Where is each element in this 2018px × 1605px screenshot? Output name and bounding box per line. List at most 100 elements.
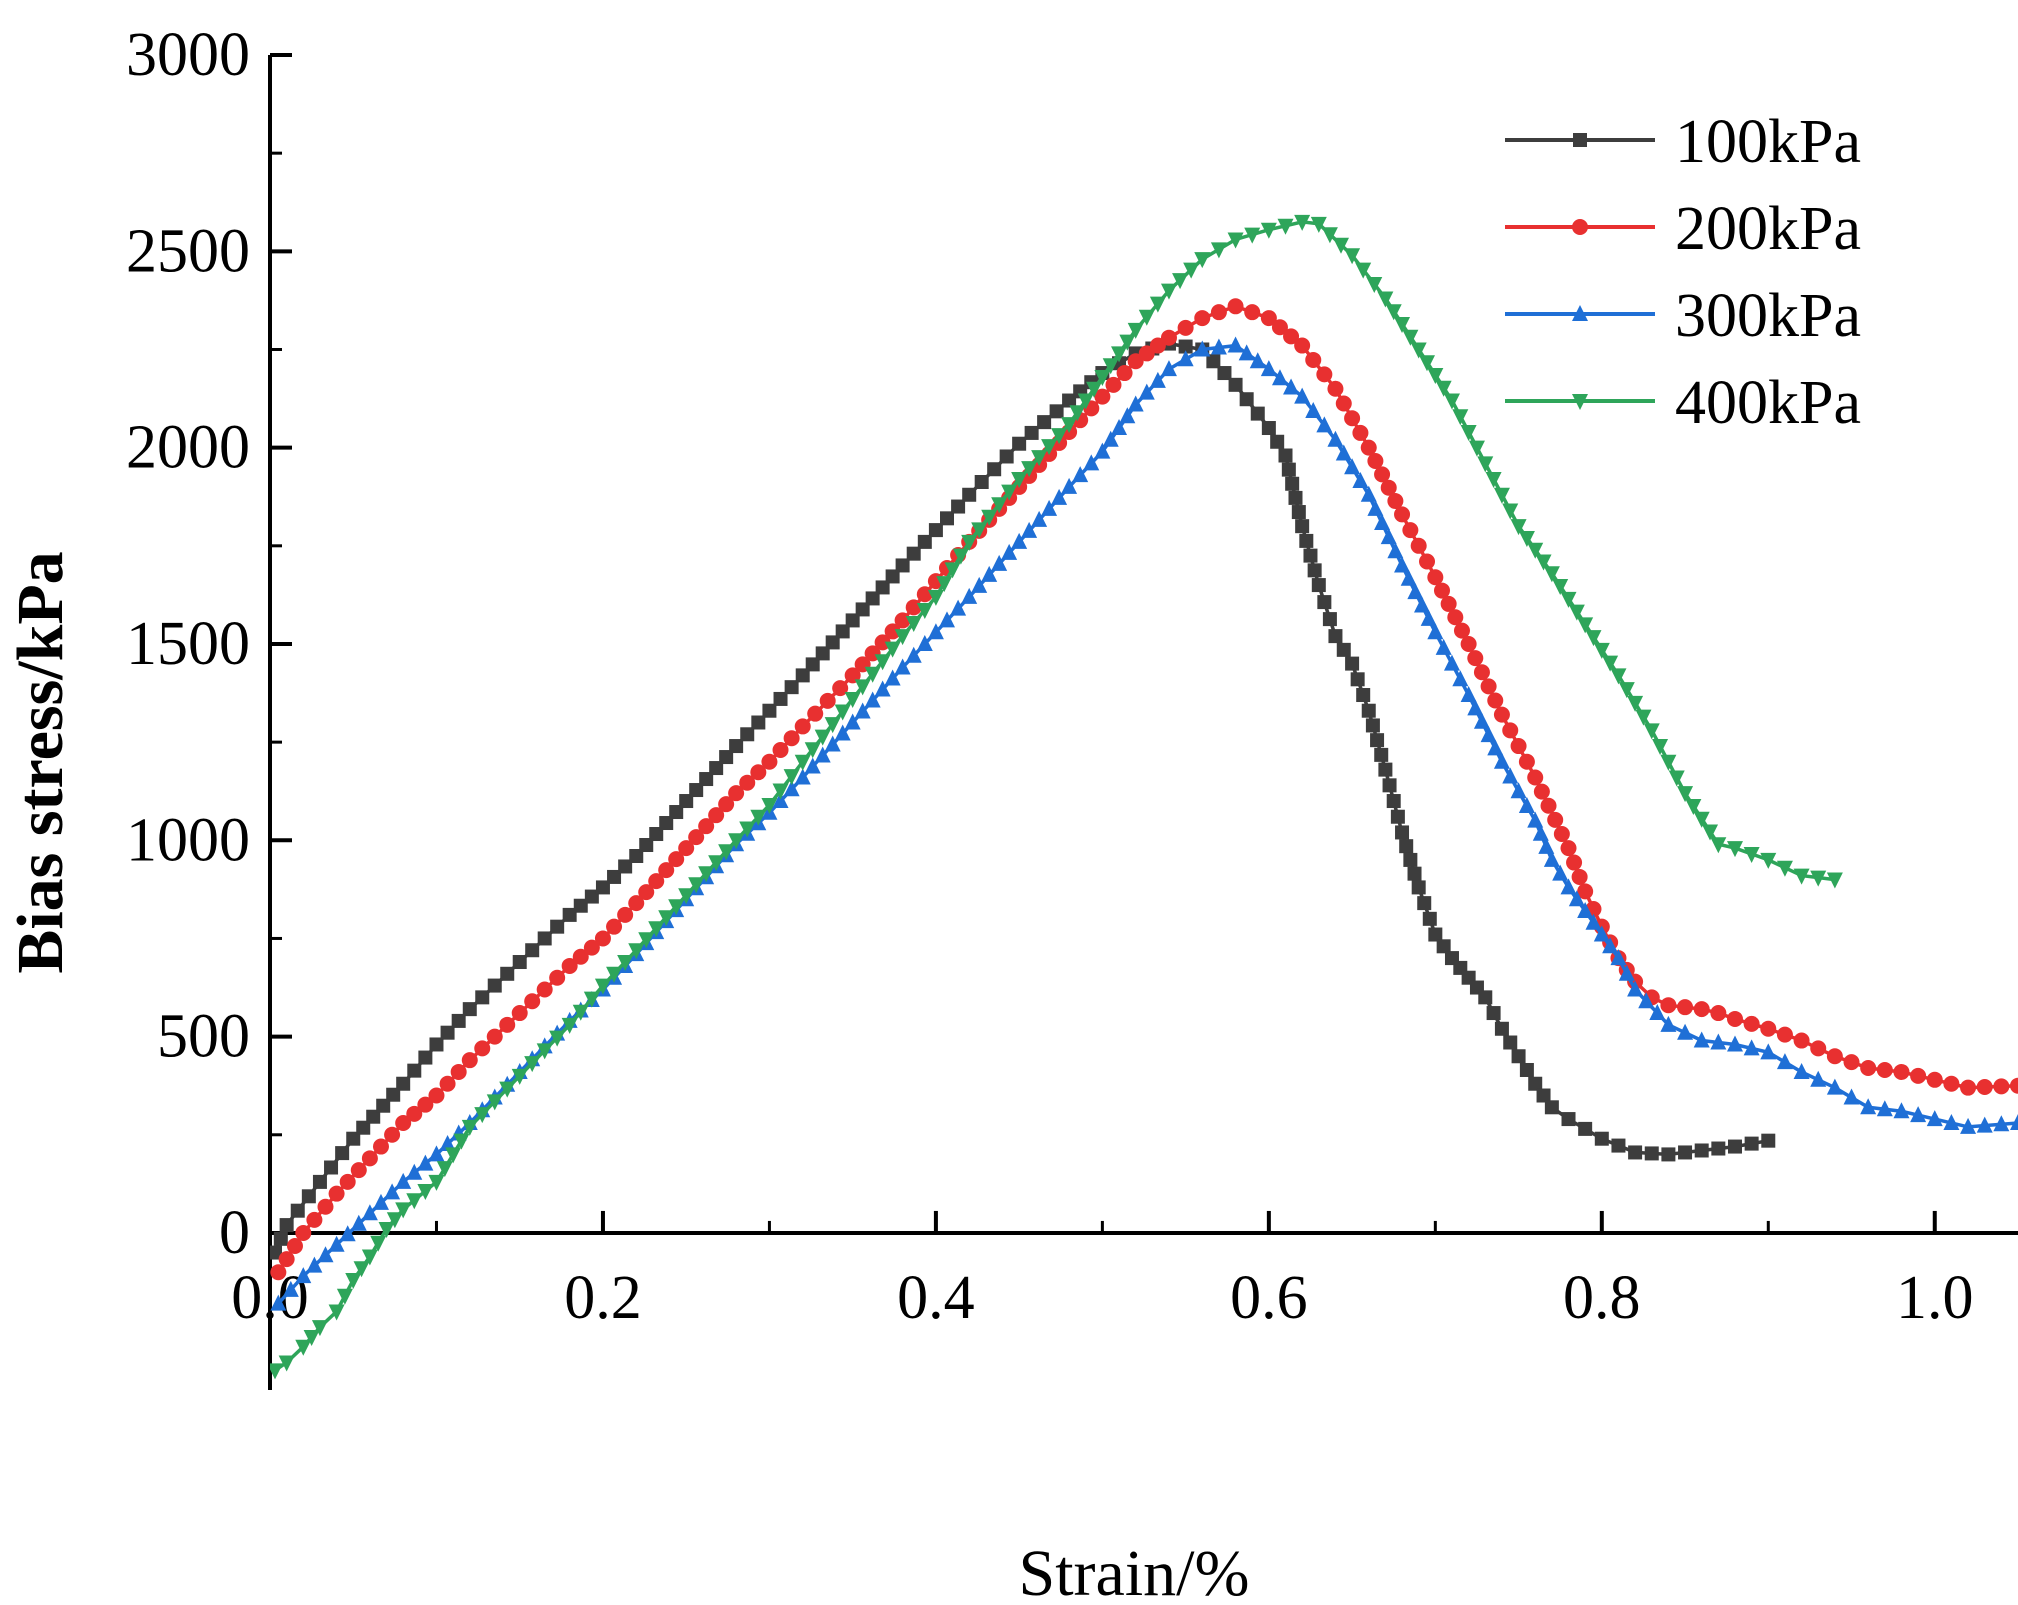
data-point — [1283, 378, 1300, 395]
data-point — [1532, 824, 1549, 841]
data-point — [328, 1235, 345, 1252]
data-point — [1072, 466, 1089, 483]
data-point — [1102, 430, 1119, 447]
data-point — [361, 1150, 378, 1167]
data-point — [819, 692, 836, 709]
data-point — [345, 1273, 362, 1290]
data-point — [1443, 393, 1460, 410]
x-tick-label: 0.2 — [564, 1264, 642, 1332]
data-point — [1568, 890, 1585, 907]
data-point — [1693, 1031, 1710, 1048]
data-point — [1294, 387, 1311, 404]
data-point — [750, 809, 767, 826]
data-point — [1316, 416, 1333, 433]
data-point — [772, 783, 789, 800]
data-point — [894, 658, 911, 675]
data-point — [573, 898, 588, 913]
data-point — [1227, 298, 1244, 315]
data-point — [1138, 345, 1155, 362]
data-point — [1761, 1133, 1776, 1148]
data-point — [407, 1063, 422, 1078]
data-point — [461, 1119, 478, 1136]
data-point — [1593, 925, 1610, 942]
data-point — [524, 1056, 541, 1073]
data-point — [562, 907, 577, 922]
data-point — [1367, 452, 1384, 469]
data-point — [453, 1133, 470, 1150]
data-point — [594, 978, 611, 995]
data-point — [1183, 262, 1200, 279]
data-point — [2010, 1114, 2018, 1130]
data-point — [1288, 490, 1303, 505]
data-point — [864, 691, 881, 708]
data-point — [1295, 519, 1310, 534]
data-point — [1217, 366, 1232, 381]
data-point — [1518, 796, 1535, 813]
data-point — [1352, 472, 1369, 489]
y-tick-label: 2000 — [126, 414, 250, 482]
data-point — [1743, 1015, 1760, 1032]
data-point — [356, 1120, 371, 1135]
data-point — [987, 462, 1002, 477]
data-point — [1310, 216, 1327, 233]
data-point — [1385, 304, 1402, 321]
data-point — [1435, 380, 1452, 397]
data-point — [1001, 543, 1018, 560]
data-point — [1693, 1001, 1710, 1018]
data-point — [1560, 591, 1577, 608]
series-line — [276, 304, 2018, 1274]
data-point — [1644, 1146, 1659, 1161]
data-point — [1560, 878, 1577, 895]
data-point — [1502, 503, 1519, 520]
data-point — [1399, 839, 1414, 854]
data-point — [936, 576, 953, 593]
data-point — [537, 931, 552, 946]
data-point — [709, 761, 724, 776]
data-point — [761, 797, 778, 814]
data-point — [1493, 706, 1510, 723]
data-point — [2010, 1077, 2018, 1094]
data-point — [1538, 837, 1555, 854]
data-point — [950, 599, 967, 616]
data-point — [1138, 309, 1155, 326]
data-point — [1041, 499, 1058, 516]
data-point — [739, 774, 756, 791]
legend: 100kPa 200kPa 300kPa 400kPa — [1505, 108, 1861, 437]
data-point — [794, 768, 811, 785]
data-point — [1271, 319, 1288, 336]
data-point — [1291, 505, 1306, 520]
data-point — [762, 703, 777, 718]
data-point — [1544, 1100, 1559, 1115]
data-point — [372, 1193, 389, 1210]
data-point — [1649, 1004, 1666, 1021]
data-point — [1380, 528, 1397, 545]
data-point — [874, 634, 891, 651]
data-point — [270, 1264, 287, 1281]
data-point — [1119, 334, 1136, 351]
data-point — [1533, 783, 1550, 800]
data-point — [804, 742, 821, 759]
data-point — [1593, 642, 1610, 659]
data-point — [550, 919, 565, 934]
data-point — [1419, 553, 1436, 570]
data-point — [1660, 1015, 1677, 1032]
data-point — [728, 833, 745, 850]
series-400kPa — [270, 214, 1843, 1380]
plot-series — [270, 214, 2018, 1380]
data-point — [698, 818, 715, 835]
data-point — [1518, 530, 1535, 547]
data-point — [1328, 629, 1343, 644]
data-point — [1493, 487, 1510, 504]
data-point — [1460, 635, 1477, 652]
data-point — [1303, 548, 1318, 563]
data-point — [536, 1043, 553, 1060]
data-point — [1480, 726, 1497, 743]
series-300kPa — [270, 336, 2018, 1311]
data-point — [1227, 336, 1244, 353]
data-point — [606, 966, 623, 983]
data-point — [384, 1126, 401, 1143]
data-point — [512, 955, 527, 970]
data-point — [628, 943, 645, 960]
data-point — [1860, 1060, 1877, 1077]
legend-marker — [1572, 305, 1588, 321]
